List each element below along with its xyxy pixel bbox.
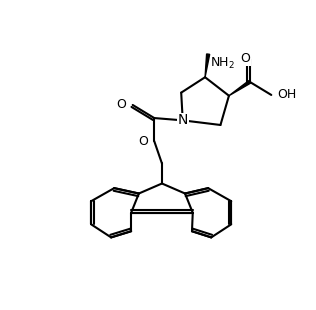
Text: O: O [117,99,126,112]
Text: NH$_2$: NH$_2$ [210,56,235,71]
Polygon shape [229,81,251,96]
Text: O: O [240,52,250,65]
Text: OH: OH [277,88,297,101]
Text: O: O [138,135,148,148]
Text: N: N [178,113,188,127]
Polygon shape [205,54,210,77]
